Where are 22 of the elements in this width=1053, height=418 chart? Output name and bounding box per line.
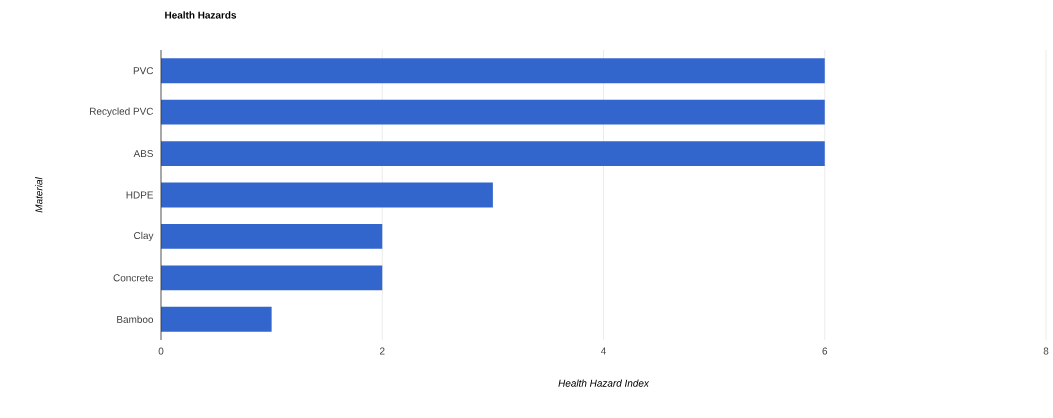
- x-tick-label: 2: [379, 347, 385, 355]
- bar: [161, 224, 383, 249]
- x-tick-label: 8: [1043, 347, 1049, 355]
- y-tick-label: Bamboo: [117, 315, 154, 323]
- bar: [161, 265, 383, 291]
- x-tick-label: 4: [600, 347, 606, 355]
- x-axis-title: Health Hazard Index: [558, 379, 650, 387]
- x-tick-label: 0: [158, 347, 164, 355]
- bar: [161, 141, 825, 166]
- bar: [161, 182, 493, 208]
- y-tick-label: PVC: [133, 67, 154, 75]
- y-tick-label: HDPE: [126, 191, 154, 199]
- y-tick-label: ABS: [133, 150, 154, 158]
- y-tick-label: Recycled PVC: [90, 107, 154, 117]
- x-tick-label: 6: [822, 347, 828, 355]
- bar: [161, 306, 272, 332]
- y-tick-label: Clay: [134, 231, 154, 242]
- y-tick-label: Concrete: [113, 274, 154, 282]
- chart-title: Health Hazards: [165, 11, 237, 19]
- bar: [161, 99, 825, 125]
- bar: [161, 58, 825, 84]
- y-axis-title: Material: [35, 177, 43, 213]
